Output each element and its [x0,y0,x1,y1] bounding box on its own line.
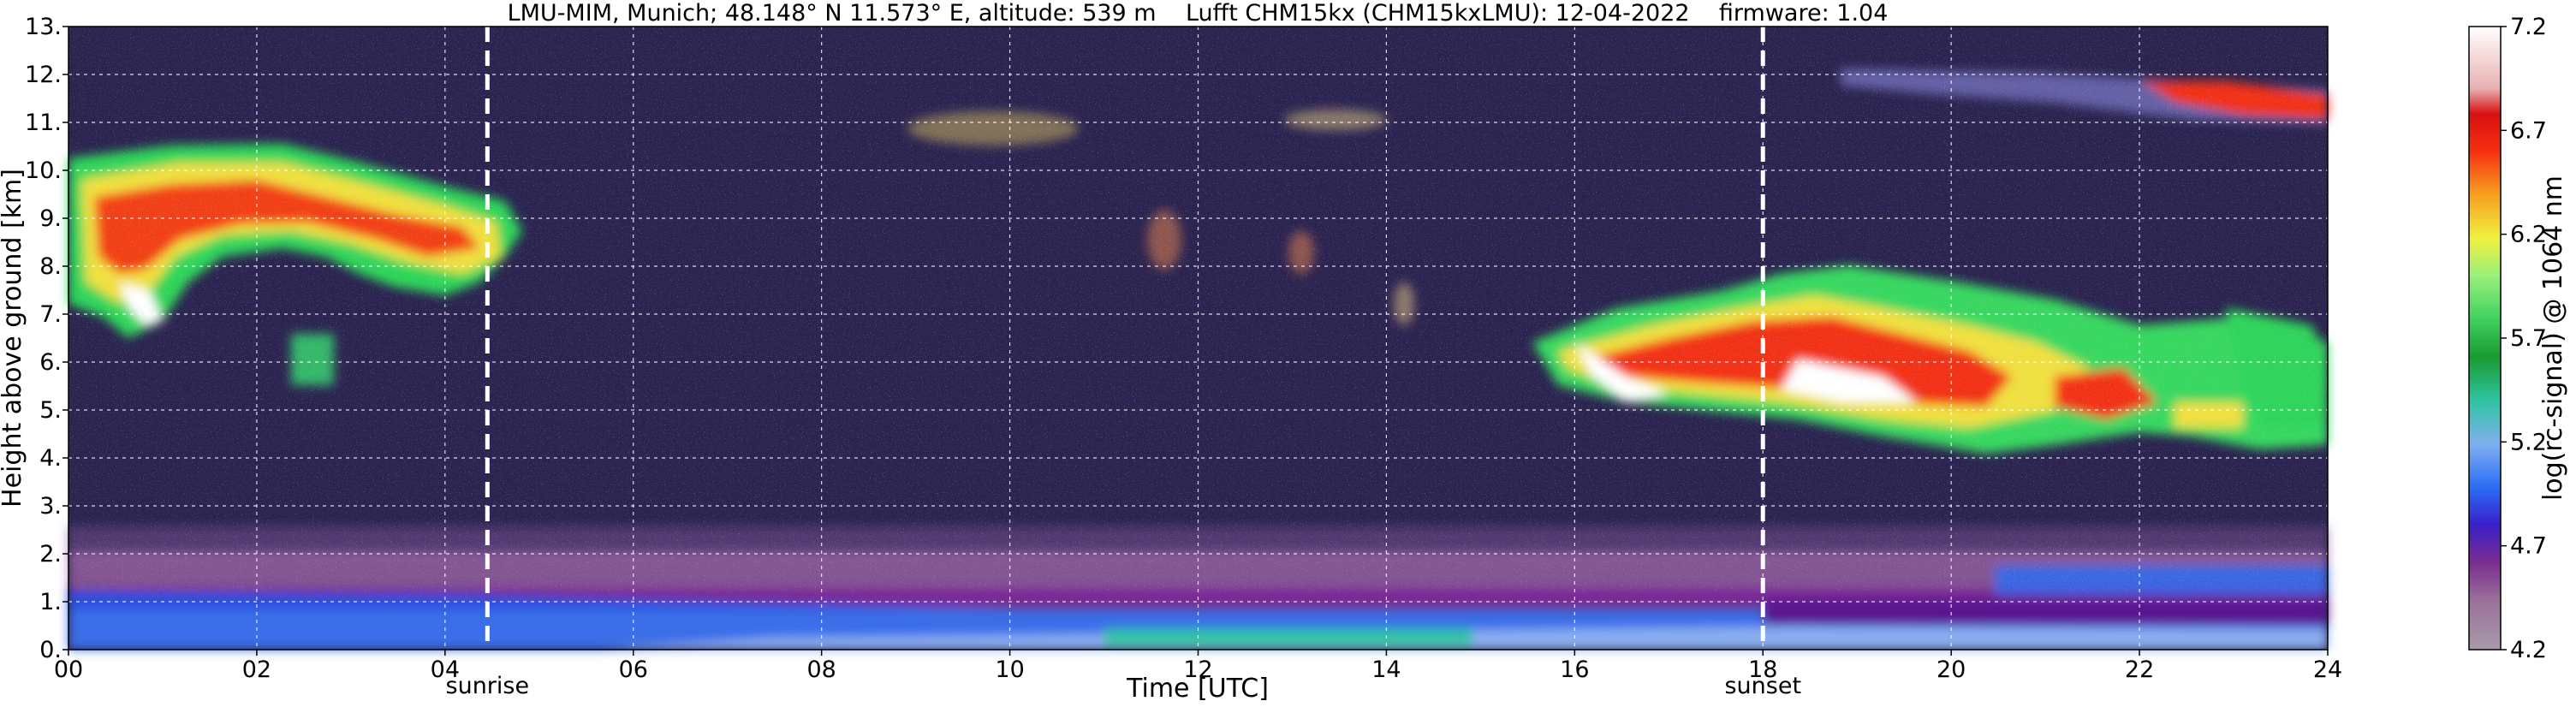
y-tick-label: 7. [39,301,62,328]
colorbar-tick-label: 5.7 [2510,325,2547,352]
x-tick-label: 08 [806,656,836,683]
colorbar-tick-label: 5.2 [2510,429,2547,455]
aerosol-layer-green [1104,629,1472,646]
x-tick-label: 22 [2125,656,2154,683]
x-tick-label: 24 [2313,656,2342,683]
colorbar-ticks: 4.2 4.7 5.2 5.7 6.2 6.7 7.2 [2501,14,2547,663]
y-axis: 0. 1. 2. 3. 4. 5. 6. 7. 8. 9. 10. 11. 12. 13. [25,14,68,663]
y-tick-label: 3. [39,493,62,520]
night-layer-purple [1764,599,2328,625]
chart-title: LMU-MIM, Munich; 48.148° N 11.573° E, al… [508,0,1889,27]
y-axis-label: Height above ground [km] [0,169,27,508]
x-tick-label: 00 [54,656,83,683]
colorbar: 4.2 4.7 5.2 5.7 6.2 6.7 7.2 log(rc-signal) @ 1… [2468,14,2568,663]
y-tick-label: 2. [39,541,62,567]
x-axis-label: Time [UTC] [1126,674,1269,704]
y-tick-label: 9. [39,205,62,232]
y-tick-label: 0. [39,637,62,663]
x-tick-label: 14 [1371,656,1401,683]
x-tick-label: 16 [1560,656,1589,683]
colorbar-tick-label: 7.2 [2510,14,2547,40]
colorbar-label: log(rc-signal) @ 1064 nm [2538,175,2568,501]
colorbar-tick-label: 6.2 [2510,222,2547,248]
y-tick-label: 11. [25,110,62,136]
colorbar-tick-label: 6.7 [2510,117,2547,144]
colorbar-tick-label: 4.2 [2510,637,2547,663]
x-tick-label: 20 [1936,656,1966,683]
x-tick-label: 18 [1748,656,1777,683]
x-tick-label: 10 [995,656,1024,683]
y-tick-label: 6. [39,349,62,376]
y-tick-label: 10. [25,157,62,184]
x-tick-label: 04 [431,656,460,683]
y-tick-label: 8. [39,253,62,280]
x-axis: 00 02 04 06 08 10 12 14 16 18 20 22 24 [54,650,2342,683]
x-tick-label: 06 [619,656,648,683]
sunset-label: sunset [1724,673,1801,699]
x-tick-label: 12 [1183,656,1212,683]
y-tick-label: 5. [39,397,62,424]
gridlines [68,27,2328,650]
colorbar-gradient [2468,26,2502,651]
y-tick-label: 13. [25,14,62,40]
y-tick-label: 1. [39,589,62,615]
x-tick-label: 02 [242,656,271,683]
sunrise-label: sunrise [446,673,530,699]
y-tick-label: 12. [25,62,62,88]
y-tick-label: 4. [39,445,62,472]
event-lines: sunrise sunset [446,27,1801,699]
colorbar-tick-label: 4.7 [2510,533,2547,560]
